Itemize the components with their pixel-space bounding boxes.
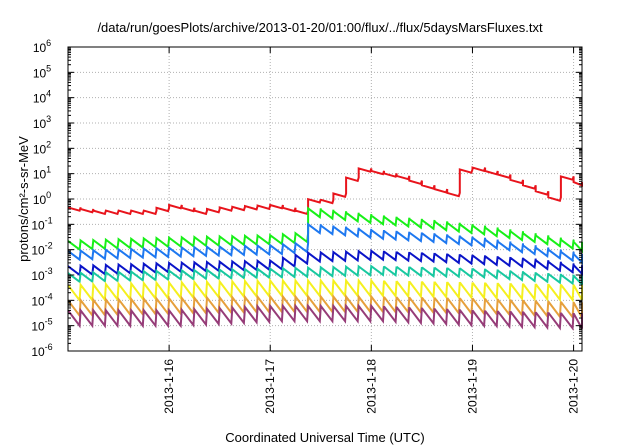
series-line-1 — [67, 166, 583, 216]
series-line-4 — [67, 248, 583, 277]
x-tick-label: 2013-1-16 — [162, 359, 176, 414]
series-line-8 — [67, 303, 583, 331]
y-tick-label: 100 — [33, 190, 51, 207]
x-tick-label: 2013-1-18 — [364, 359, 378, 414]
x-tick-label: 2013-1-20 — [567, 359, 581, 414]
y-tick-label: 10-4 — [31, 291, 52, 308]
series-line-3 — [67, 222, 583, 266]
series-line-7 — [67, 293, 583, 320]
x-tick-label: 2013-1-17 — [263, 359, 277, 414]
y-axis-label: protons/cm²-s-sr-MeV — [16, 136, 31, 262]
series-line-5 — [67, 264, 583, 287]
y-tick-label: 106 — [33, 38, 51, 55]
y-tick-label: 10-2 — [31, 241, 52, 258]
y-tick-label: 102 — [33, 139, 51, 156]
y-tick-label: 10-6 — [31, 342, 52, 359]
tick-layer: 10-6 10-5 10-4 10-3 10-2 10-1 100 101 102 103 104 1… — [31, 38, 582, 414]
chart-title: /data/run/goesPlots/archive/2013-01-20/0… — [97, 20, 543, 35]
plot-frame — [67, 46, 583, 352]
y-tick-label: 10-5 — [31, 317, 52, 334]
series-layer — [67, 166, 583, 331]
series-line-6 — [67, 277, 583, 304]
y-tick-label: 10-1 — [31, 215, 52, 232]
y-tick-label: 105 — [33, 63, 51, 80]
x-axis-label: Coordinated Universal Time (UTC) — [225, 430, 425, 445]
series-line-2 — [67, 206, 583, 254]
x-tick-label: 2013-1-19 — [465, 359, 479, 414]
grid-layer — [68, 47, 582, 351]
y-tick-label: 103 — [33, 114, 51, 131]
y-tick-label: 10-3 — [31, 266, 52, 283]
y-tick-label: 101 — [33, 165, 51, 182]
y-tick-label: 104 — [33, 89, 51, 106]
